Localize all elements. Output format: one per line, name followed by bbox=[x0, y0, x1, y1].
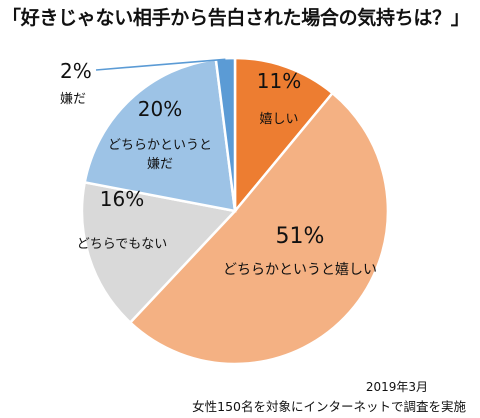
pie-slice-no bbox=[214, 56, 237, 212]
pie-slice-neutral bbox=[80, 180, 238, 325]
leader-line-no bbox=[95, 58, 226, 71]
category-label-yes: 嬉しい bbox=[259, 112, 298, 127]
value-label-yes: 11% bbox=[257, 69, 301, 93]
pie-slice-rather-no bbox=[83, 57, 237, 213]
value-label-rather-no: 20% bbox=[138, 97, 182, 121]
category-label-rather-no: どちらかというと bbox=[108, 138, 212, 153]
chart-title: 「好きじゃない相手から告白された場合の気持ちは？」 bbox=[2, 7, 470, 29]
pie-slice-rather-yes bbox=[128, 91, 390, 366]
survey-date: 2019年3月 bbox=[365, 380, 428, 394]
value-label-rather-yes: 51% bbox=[276, 224, 325, 249]
category-label-neutral: どちらでもない bbox=[77, 237, 168, 252]
category-label-no: 嫌だ bbox=[60, 92, 86, 107]
pie-slice-yes bbox=[233, 56, 335, 215]
category-label-rather-no: 嫌だ bbox=[147, 157, 173, 172]
value-label-neutral: 16% bbox=[100, 187, 144, 211]
category-label-rather-yes: どちらかというと嬉しい bbox=[223, 262, 377, 278]
value-label-no: 2% bbox=[60, 59, 92, 83]
survey-note: 女性150名を対象にインターネットで調査を実施 bbox=[192, 399, 466, 414]
